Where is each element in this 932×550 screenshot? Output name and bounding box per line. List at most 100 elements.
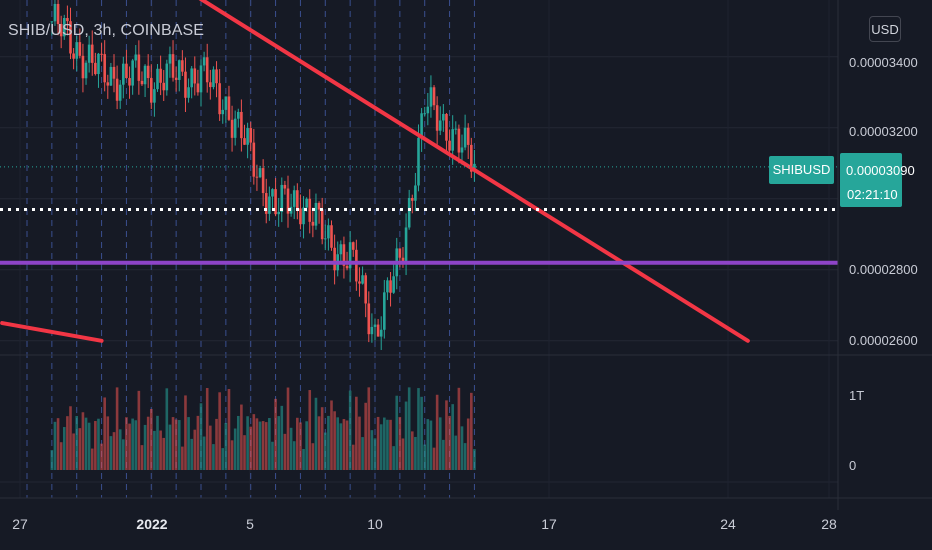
- volume-bar: [187, 417, 190, 470]
- volume-bar: [389, 419, 392, 470]
- candle-body: [299, 208, 302, 225]
- volume-bar: [221, 448, 225, 470]
- volume-bar: [115, 387, 119, 470]
- volume-bar: [401, 438, 405, 470]
- volume-bar: [361, 437, 364, 470]
- candle-body: [386, 280, 389, 293]
- candle-body: [227, 96, 231, 120]
- candle-body: [283, 184, 287, 189]
- candle-body: [246, 128, 249, 145]
- candle-body: [355, 249, 358, 282]
- candle-body: [131, 60, 134, 86]
- volume-bar: [410, 431, 414, 470]
- candle-body: [128, 78, 131, 86]
- candle-body: [398, 248, 402, 258]
- candle-body: [407, 197, 411, 228]
- candle-body: [457, 128, 461, 153]
- volume-bar: [252, 414, 256, 470]
- volume-bar: [122, 439, 125, 470]
- volume-bar: [168, 424, 172, 470]
- volume-bar: [109, 436, 113, 470]
- volume-bar: [417, 388, 420, 470]
- volume-bar: [103, 397, 106, 470]
- candle-body: [255, 176, 259, 178]
- volume-bar: [137, 390, 141, 470]
- volume-bar: [94, 421, 97, 470]
- candle-body: [84, 62, 88, 79]
- candle-body: [420, 113, 423, 138]
- candle-body: [466, 127, 470, 145]
- volume-bar: [463, 443, 467, 470]
- candle-body: [373, 324, 377, 327]
- volume-bar: [314, 397, 318, 470]
- volume-bar: [205, 387, 209, 470]
- candle-body: [442, 113, 445, 121]
- volume-bars: [50, 387, 476, 470]
- candle-body: [320, 209, 324, 240]
- last-price-label: 0.00003090 02:21:10: [840, 153, 915, 207]
- candle-body: [230, 119, 234, 138]
- volume-bar: [370, 430, 374, 470]
- candle-body: [280, 184, 284, 212]
- last-price-value: 0.00003090: [846, 163, 915, 178]
- volume-bar: [451, 404, 454, 470]
- candle-body: [445, 113, 448, 141]
- volume-bar: [62, 427, 66, 470]
- volume-bar: [149, 408, 153, 470]
- candle-body: [94, 62, 97, 75]
- volume-bar: [56, 418, 60, 470]
- candle-body: [423, 113, 427, 115]
- time-tick-label: 27: [12, 516, 28, 532]
- candle-body: [212, 69, 215, 88]
- volume-bar: [274, 398, 277, 470]
- candle-body: [97, 53, 100, 75]
- volume-bar: [345, 420, 349, 470]
- volume-bar: [420, 396, 423, 470]
- volume-bar: [202, 436, 206, 470]
- volume-bar: [249, 426, 253, 470]
- candle-body: [106, 82, 110, 86]
- candle-body: [177, 60, 181, 80]
- candle-body: [448, 140, 451, 151]
- candle-body: [264, 193, 268, 214]
- candle-body: [358, 281, 361, 284]
- volume-bar: [457, 387, 461, 470]
- volume-bar: [171, 417, 175, 470]
- candle-body: [286, 188, 290, 214]
- volume-bar: [438, 417, 442, 470]
- volume-bar: [59, 442, 63, 470]
- candle-body: [426, 106, 430, 114]
- currency-button[interactable]: USD: [869, 16, 901, 42]
- price-tick-label: 0.00002600: [849, 333, 918, 348]
- volume-bar: [470, 392, 473, 470]
- candle-body: [252, 142, 256, 177]
- volume-bar: [271, 441, 274, 470]
- volume-bar: [72, 433, 75, 470]
- candle-body: [268, 196, 271, 214]
- time-tick-label: 28: [821, 516, 837, 532]
- volume-bar: [177, 420, 181, 470]
- volume-bar: [106, 416, 110, 470]
- time-tick-label: 24: [720, 516, 736, 532]
- candle-body: [75, 42, 79, 59]
- volume-bar: [227, 389, 231, 470]
- candle-body: [53, 3, 57, 22]
- candle-body: [417, 137, 420, 186]
- volume-bar: [165, 388, 169, 470]
- volume-bar: [395, 395, 399, 470]
- candle-body: [339, 244, 343, 255]
- volume-bar: [224, 422, 228, 470]
- symbol-title[interactable]: SHIB/USD, 3h, COINBASE: [8, 22, 205, 39]
- volume-bar: [423, 444, 427, 470]
- candle-body: [190, 68, 193, 88]
- candle-body: [292, 190, 296, 207]
- volume-bar: [414, 436, 417, 470]
- volume-bar: [407, 387, 411, 470]
- candle-body: [249, 128, 253, 143]
- drawing-overlays: [0, 0, 838, 343]
- price-tick-label: 0.00003200: [849, 124, 918, 139]
- candle-body: [90, 44, 94, 63]
- time-tick-label: 5: [246, 516, 254, 532]
- volume-bar: [87, 422, 91, 470]
